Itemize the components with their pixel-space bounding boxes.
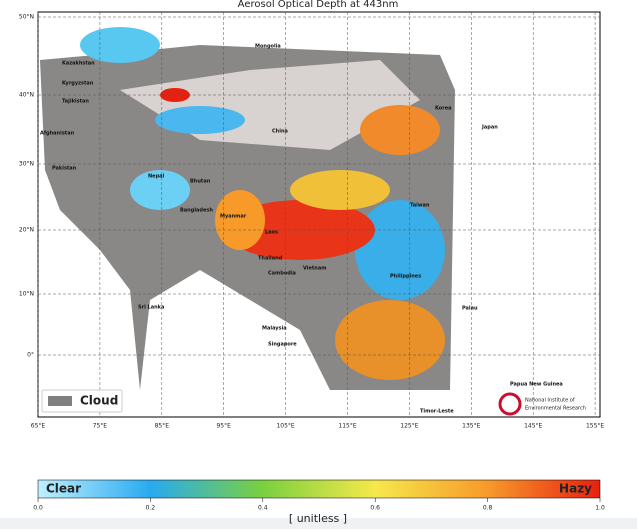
place-label: Vietnam [303, 266, 326, 272]
place-label: Thailand [258, 256, 283, 262]
colorbar-low: Clear [46, 482, 81, 496]
institute-line: National Institute of [525, 398, 575, 404]
clear-area [155, 106, 245, 134]
logo [498, 392, 522, 416]
lon-label: 105°E [276, 423, 294, 430]
place-label: Cambodia [268, 271, 296, 277]
place-labels: Kazakhstan Kyrgyzstan Tajikistan Afghanista… [40, 44, 563, 415]
lon-label: 125°E [400, 423, 418, 430]
place-label: Pakistan [52, 166, 77, 172]
clear-area [355, 200, 445, 300]
map-title: Aerosol Optical Depth at 443nm [238, 0, 399, 10]
lon-label: 95°E [216, 423, 231, 430]
imagery [40, 27, 455, 390]
place-label: Taiwan [410, 203, 430, 209]
colorbar-unit: [ unitless ] [289, 512, 347, 525]
haze-area [290, 170, 390, 210]
lat-label: 30°N [19, 161, 34, 168]
haze-area [215, 190, 265, 250]
lon-label: 115°E [338, 423, 356, 430]
colorbar-tick-label: 0.0 [33, 505, 43, 512]
lon-label: 145°E [524, 423, 542, 430]
place-label: Nepal [148, 174, 165, 180]
legend-label: Cloud [80, 394, 118, 408]
place-label: Sri Lanka [138, 305, 164, 311]
place-label: Malaysia [262, 326, 287, 332]
place-label: Bangladesh [180, 208, 213, 214]
place-label: Timor-Leste [420, 409, 454, 415]
place-label: Papua New Guinea [510, 382, 563, 388]
place-label: China [272, 129, 288, 135]
colorbar-tick-label: 0.6 [370, 505, 380, 512]
legend-box [41, 389, 123, 413]
colorbar-tick-label: 0.4 [258, 505, 268, 512]
colorbar-tick-label: 0.8 [483, 505, 493, 512]
lat-label: 40°N [19, 92, 34, 99]
lat-label: 20°N [19, 227, 34, 234]
clear-area [80, 27, 160, 63]
place-label: Mongolia [255, 44, 281, 50]
place-label: Philippines [390, 274, 421, 280]
clear-area [130, 170, 190, 210]
place-label: Kyrgyzstan [62, 81, 94, 87]
lat-label: 10°N [19, 291, 34, 298]
colorbar-tick-label: 1.0 [595, 505, 605, 512]
colorbar-ticks: 0.0 0.2 0.4 0.6 0.8 1.0 [33, 498, 605, 512]
place-label: Afghanistan [40, 131, 75, 137]
place-label: Kazakhstan [62, 61, 95, 67]
graticule: 50°N 40°N 30°N 20°N 10°N 0° 65°E 75°E 85°E 95°E 10… [19, 12, 604, 430]
place-label: Laos [265, 230, 278, 236]
footer-strip [0, 518, 637, 529]
lon-label: 85°E [155, 423, 170, 430]
institute-line: Environmental Research [525, 406, 586, 412]
haze-area [335, 300, 445, 380]
colorbar-high: Hazy [559, 482, 592, 496]
place-label: Korea [435, 106, 451, 112]
place-label: Japan [481, 125, 498, 131]
colorbar-tick-label: 0.2 [146, 505, 156, 512]
place-label: Palau [462, 306, 478, 312]
lon-label: 135°E [462, 423, 480, 430]
lon-label: 75°E [93, 423, 108, 430]
colorbar [37, 479, 601, 499]
lat-label: 50°N [19, 14, 34, 21]
place-label: Tajikistan [62, 99, 89, 105]
place-label: Singapore [268, 342, 297, 348]
lon-label: 65°E [31, 423, 46, 430]
haze-area [360, 105, 440, 155]
lon-label: 155°E [586, 423, 604, 430]
place-label: Myanmar [220, 214, 247, 220]
place-label: Bhutan [190, 179, 211, 185]
legend-swatch [48, 396, 72, 406]
lat-label: 0° [27, 352, 34, 359]
